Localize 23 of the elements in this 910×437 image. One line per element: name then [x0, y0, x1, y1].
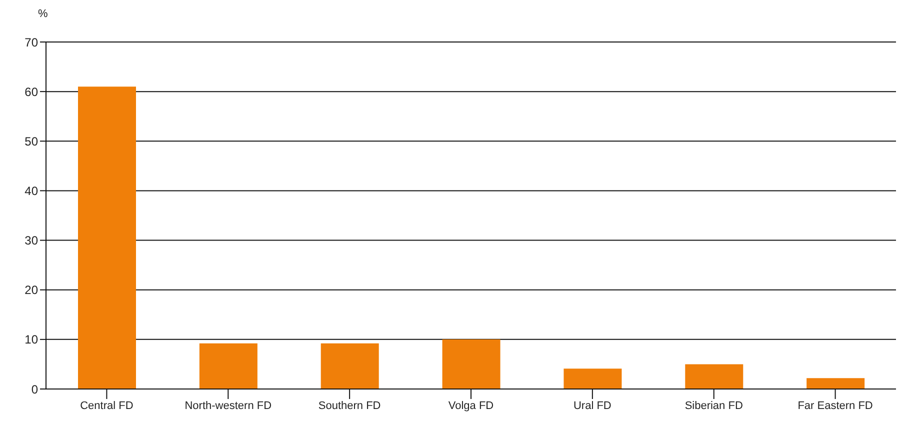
x-tick-label: Siberian FD: [684, 400, 743, 412]
y-tick-label: 0: [31, 382, 38, 396]
bar: [685, 364, 744, 389]
y-tick-label: 70: [24, 35, 38, 50]
x-tick-label: Ural FD: [573, 400, 612, 412]
y-tick-label: 50: [24, 134, 38, 148]
x-tick-label: Volga FD: [448, 400, 494, 412]
bar: [199, 343, 258, 389]
x-tick-label: Central FD: [80, 400, 134, 412]
bar: [564, 368, 622, 389]
y-tick-label: 60: [24, 84, 38, 99]
bar: [442, 339, 500, 389]
y-tick-label: 30: [24, 234, 38, 248]
y-tick-label: 40: [24, 184, 38, 198]
bar: [78, 86, 136, 389]
bar: [320, 343, 379, 389]
y-tick-label: 10: [24, 332, 38, 347]
x-tick-label: Southern FD: [318, 400, 381, 412]
x-tick-label: North-western FD: [184, 400, 272, 412]
y-tick-label: 20: [24, 283, 38, 298]
y-axis-title: %: [38, 8, 48, 20]
bar: [806, 378, 865, 389]
x-tick-label: Far Eastern FD: [798, 400, 873, 412]
